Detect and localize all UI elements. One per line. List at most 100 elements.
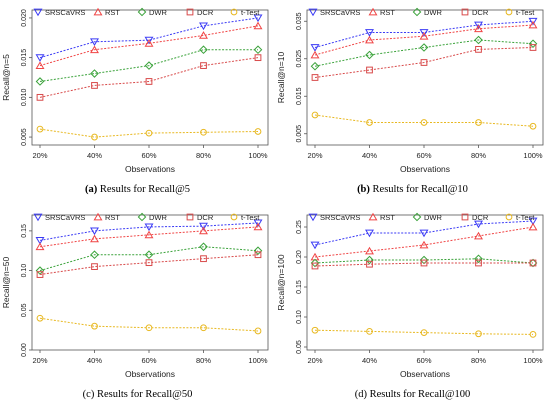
data-point <box>475 330 482 338</box>
caption-prefix: (c) <box>82 389 95 400</box>
series-dwr <box>35 45 263 86</box>
data-point <box>311 262 319 270</box>
x-tick-label: 80% <box>196 151 211 160</box>
data-point <box>253 14 263 23</box>
x-tick-label: 100% <box>523 151 543 160</box>
legend-label: DWR <box>424 213 442 222</box>
legend-label: DCR <box>197 8 214 17</box>
y-tick-label: 0.15 <box>296 280 303 294</box>
y-tick-label: 0.035 <box>296 12 303 30</box>
plot-frame <box>31 9 269 146</box>
data-point <box>419 229 429 238</box>
series-line <box>39 17 259 59</box>
series-line <box>314 262 533 267</box>
caption-text: Results for Recall@10 <box>369 184 468 195</box>
caption-recall-5: (a) Results for Recall@5 <box>0 184 275 195</box>
legend-label: DWR <box>149 8 167 17</box>
data-point <box>199 222 208 231</box>
data-point <box>91 322 98 330</box>
data-point <box>475 259 482 267</box>
data-point <box>310 258 320 268</box>
data-point <box>144 61 154 70</box>
legend: SRSCaVRS RST DWR DCR t-Test <box>33 212 260 222</box>
data-point <box>528 222 538 231</box>
legend-marker <box>368 7 378 16</box>
x-tick-label: 60% <box>141 151 156 160</box>
y-tick-label: 0.00 <box>21 343 28 357</box>
x-tick-label: 80% <box>471 356 486 365</box>
data-point <box>419 255 429 265</box>
data-point <box>365 255 374 265</box>
plot-frame <box>31 214 269 351</box>
legend-marker <box>505 213 513 221</box>
data-point <box>365 29 374 37</box>
data-point <box>365 35 374 44</box>
chart-recall-5: 0.005 0.010 0.015 0.020 20% 40% 60% 80% 100% Obse… <box>1 7 269 174</box>
series-rst <box>35 21 263 69</box>
y-tick-label: 0.05 <box>296 340 303 354</box>
data-point <box>528 217 538 226</box>
data-point <box>254 251 262 259</box>
data-point <box>474 24 483 33</box>
data-point <box>528 20 538 29</box>
legend-marker <box>33 213 43 222</box>
chart-recall-50: 0.00 0.05 0.10 0.15 20% 40% 60% 80% 100% Observat… <box>1 212 269 379</box>
legend-label: DWR <box>149 213 167 222</box>
x-axis-label: Observations <box>125 164 175 174</box>
data-point <box>35 237 45 245</box>
legend-label: SRSCaVRS <box>45 213 85 222</box>
data-point <box>199 45 208 55</box>
data-point <box>528 17 538 26</box>
caption-prefix: (b) <box>357 184 370 195</box>
data-point <box>200 324 207 332</box>
data-point <box>419 32 429 40</box>
legend-label: DCR <box>197 213 214 222</box>
data-point <box>365 229 374 238</box>
x-axis-label: Observations <box>400 164 450 174</box>
x-tick-label: 80% <box>471 151 486 160</box>
series-dwr <box>35 242 263 275</box>
data-point <box>420 329 428 336</box>
legend-label: RST <box>380 213 395 222</box>
data-point <box>529 122 537 130</box>
legend-marker <box>186 213 194 221</box>
data-point <box>529 259 537 267</box>
legend-marker <box>186 8 194 16</box>
legend-marker <box>308 213 318 222</box>
y-axis-label: Recall@n=5 <box>1 54 11 101</box>
data-point <box>35 242 45 251</box>
y-tick-label: 0.20 <box>296 250 303 264</box>
data-point <box>310 241 320 250</box>
x-tick-label: 40% <box>87 356 102 365</box>
data-point <box>365 246 374 255</box>
data-point <box>145 78 153 85</box>
series-srscavrs <box>310 217 538 250</box>
y-tick-label: 0.025 <box>296 50 303 68</box>
data-point <box>420 119 428 126</box>
data-point <box>253 222 263 231</box>
data-point <box>474 231 483 240</box>
legend-label: SRSCaVRS <box>45 8 85 17</box>
data-point <box>529 331 537 338</box>
x-axis-label: Observations <box>125 369 175 379</box>
data-point <box>311 74 319 81</box>
series-line <box>39 254 259 276</box>
series-dcr <box>36 54 262 101</box>
data-point <box>91 263 98 270</box>
data-point <box>254 128 262 135</box>
data-point <box>474 254 483 264</box>
data-point <box>420 259 428 267</box>
y-tick-label: 0.10 <box>21 264 28 278</box>
y-tick-label: 0.25 <box>296 220 303 234</box>
data-point <box>144 230 154 239</box>
legend-label: t-Test <box>516 213 535 222</box>
series-rst <box>35 222 263 251</box>
data-point <box>36 125 44 133</box>
data-point <box>253 219 263 228</box>
data-point <box>144 223 154 232</box>
x-tick-label: 60% <box>141 356 156 365</box>
legend-label: DCR <box>472 8 489 17</box>
caption-prefix: (d) <box>354 389 367 400</box>
data-point <box>199 226 208 235</box>
series-srscavrs <box>35 14 263 62</box>
